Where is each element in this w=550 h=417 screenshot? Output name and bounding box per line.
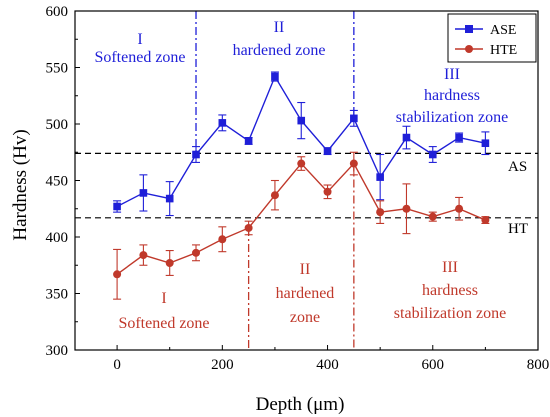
hte-point (113, 270, 122, 279)
hte-zone2-numeral: II (300, 261, 311, 278)
ase-point (428, 150, 437, 159)
ase-zone3-line2: stabilization zone (396, 109, 508, 126)
x-tick-label: 0 (113, 357, 121, 373)
hte-zone3-line2: stabilization zone (394, 305, 506, 322)
hte-point (481, 216, 490, 225)
hte-zone1-text: Softened zone (118, 315, 209, 332)
hte-point (297, 159, 306, 168)
y-tick-label: 400 (46, 230, 69, 246)
ase-zone3-line1: hardness (424, 87, 480, 104)
legend-label-hte: HTE (490, 43, 517, 58)
hte-zone2-line2: zone (290, 309, 320, 326)
legend-marker-ase (465, 25, 473, 33)
ase-point (192, 150, 200, 159)
hte-point (455, 204, 464, 213)
hte-point (376, 208, 385, 217)
hte-zone3-line1: hardness (422, 282, 478, 299)
legend: ASE HTE (447, 13, 537, 63)
hte-zone3-numeral: III (442, 259, 458, 276)
ref-label-as: AS (508, 159, 527, 175)
y-axis-title: Hardness (Hv) (10, 129, 31, 240)
legend-label-ase: ASE (490, 23, 516, 38)
hte-point (244, 223, 253, 232)
hte-zone1-numeral: I (161, 290, 166, 307)
hte-point (428, 212, 437, 221)
ase-zone1-numeral: I (137, 31, 142, 48)
ase-point (481, 139, 490, 148)
hte-point (165, 258, 174, 267)
hte-point (270, 191, 279, 200)
ase-point (165, 194, 174, 203)
ase-zone2-text: hardened zone (233, 42, 326, 59)
ase-point (218, 119, 227, 127)
ase-point (244, 137, 253, 145)
hte-point (218, 235, 227, 244)
ase-point (350, 114, 358, 123)
hte-point (323, 187, 332, 196)
y-tick-label: 500 (46, 117, 69, 133)
ase-point (455, 133, 463, 142)
x-axis-title: Depth (μm) (256, 394, 345, 415)
ase-zone1-text: Softened zone (94, 49, 185, 66)
ase-point (113, 202, 121, 211)
ase-point (376, 173, 384, 181)
hte-point (192, 248, 201, 257)
ase-point (271, 72, 279, 81)
hte-zone-annotations: I Softened zone II hardened zone III har… (118, 259, 506, 332)
zone-dividers-layer (195, 11, 355, 350)
ase-zone2-numeral: II (274, 19, 285, 36)
hte-zone2-line1: hardened (276, 285, 335, 302)
x-tick-label: 800 (527, 357, 550, 373)
legend-box (447, 13, 537, 63)
x-tick-label: 400 (316, 357, 339, 373)
ase-point (323, 147, 332, 155)
y-tick-label: 300 (46, 343, 69, 359)
ase-point (297, 116, 306, 125)
hte-point (349, 159, 358, 168)
series-layer (113, 71, 490, 300)
x-tick-label: 600 (422, 357, 445, 373)
ase-zone3-numeral: III (444, 66, 460, 83)
y-tick-label: 550 (46, 61, 69, 77)
y-tick-label: 450 (46, 174, 69, 190)
legend-marker-hte (465, 45, 473, 53)
hte-point (139, 251, 148, 260)
reference-lines-layer (75, 152, 538, 219)
ase-point (402, 133, 411, 142)
x-tick-label: 200 (211, 357, 234, 373)
ase-zone-annotations: I Softened zone II hardened zone III har… (94, 19, 508, 126)
hte-point (402, 204, 411, 213)
ase-point (139, 189, 148, 197)
ticks-layer: 0 200 400 600 800 300 350 400 450 500 550 600 (46, 4, 550, 373)
y-tick-label: 600 (46, 4, 69, 20)
ref-label-ht: HT (508, 221, 528, 237)
y-tick-label: 350 (46, 287, 69, 303)
